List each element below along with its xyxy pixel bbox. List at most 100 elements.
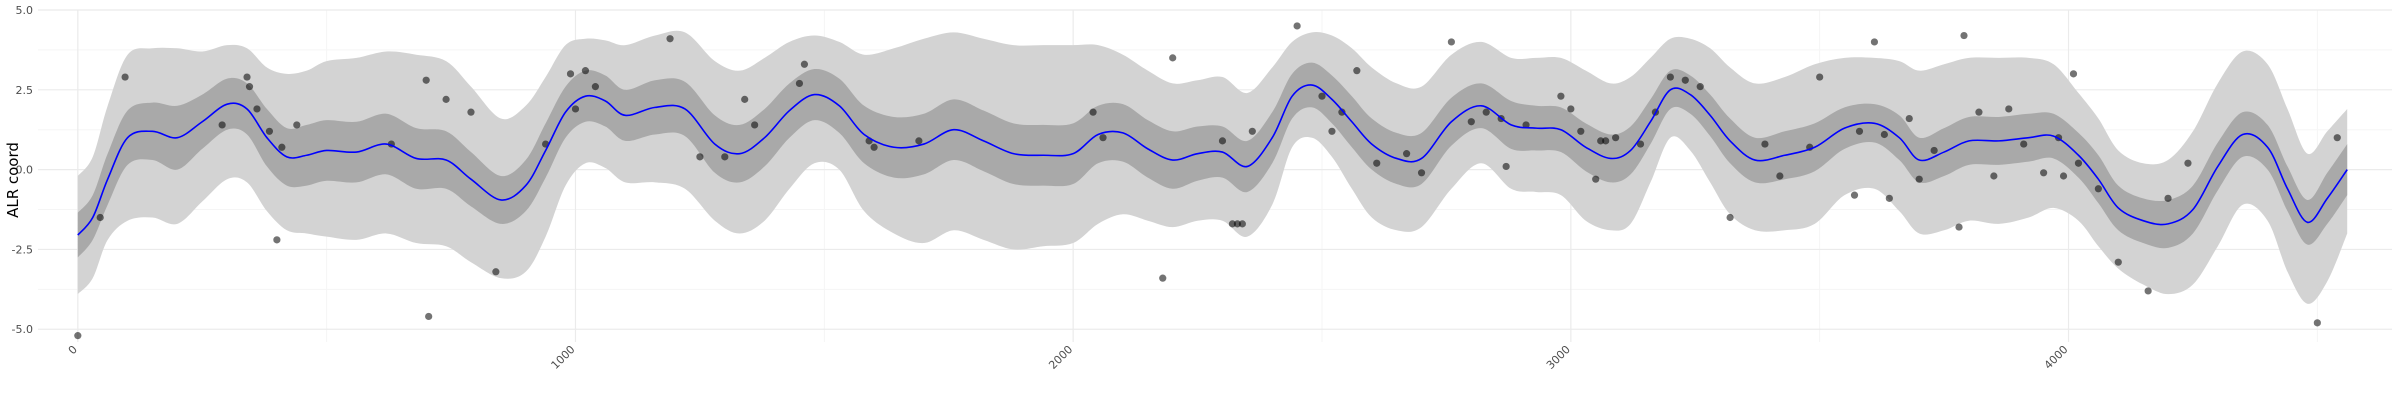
y-tick-label: 5.0 (16, 4, 34, 17)
observation-point (2114, 258, 2122, 266)
observation-point (2313, 319, 2321, 327)
y-tick-label: -5.0 (12, 323, 33, 336)
observation-point (1159, 274, 1167, 282)
observation-point (2333, 134, 2341, 142)
observation-point (1318, 92, 1326, 100)
observation-point (1816, 73, 1824, 81)
observation-point (1577, 127, 1585, 135)
observation-point (581, 67, 590, 75)
observation-point (751, 121, 759, 129)
observation-point (1696, 83, 1704, 91)
y-tick-label: 0.0 (16, 164, 34, 177)
observation-point (1905, 114, 1913, 123)
observation-point (425, 312, 433, 321)
observation-point (2184, 159, 2192, 167)
observation-point (1567, 105, 1575, 113)
observation-point (243, 73, 251, 81)
observation-point (795, 79, 804, 88)
observation-point (915, 137, 923, 145)
observation-point (96, 213, 104, 222)
observation-point (1228, 220, 1237, 228)
observation-point (2069, 70, 2078, 78)
observation-point (265, 127, 274, 135)
observation-point (1373, 159, 1381, 167)
observation-point (1726, 213, 1734, 222)
y-tick-label: 2.5 (16, 84, 34, 97)
observation-point (1776, 172, 1784, 180)
observation-point (2144, 287, 2152, 295)
observation-point (2040, 169, 2048, 177)
observation-point (1353, 67, 1361, 75)
observation-point (273, 236, 281, 244)
observation-point (571, 105, 580, 113)
observation-point (1099, 134, 1107, 142)
observation-point (2094, 185, 2102, 193)
observation-point (1338, 108, 1346, 116)
observation-point (800, 60, 809, 68)
observation-point (1612, 134, 1620, 142)
observation-point (1447, 38, 1455, 46)
y-tick-label: -2.5 (12, 243, 33, 256)
observation-point (696, 153, 704, 161)
observation-point (1522, 121, 1530, 129)
observation-point (1681, 76, 1689, 84)
observation-point (1761, 140, 1769, 148)
mean-curve (77, 84, 2348, 236)
observation-point (1880, 130, 1888, 139)
observation-point (293, 121, 301, 129)
observation-point (566, 70, 575, 78)
observation-point (218, 121, 226, 129)
observation-point (1930, 146, 1938, 155)
observation-point (1850, 191, 1859, 199)
inner-confidence-band (77, 62, 2348, 258)
observation-point (442, 95, 450, 103)
observation-point (1885, 194, 1893, 202)
observation-point (721, 153, 729, 161)
observation-point (1417, 169, 1426, 177)
observation-point (245, 83, 254, 91)
observation-point (1975, 108, 1983, 116)
observation-point (1602, 137, 1610, 145)
y-axis-title: ALR coord (4, 142, 22, 218)
observation-point (2074, 159, 2083, 167)
observation-point (1960, 31, 1968, 40)
observation-point (467, 108, 475, 116)
observation-point (1089, 108, 1097, 116)
observation-point (1218, 137, 1227, 145)
observation-point (591, 83, 599, 91)
observation-point (1233, 220, 1241, 228)
observation-point (1955, 223, 1963, 231)
observation-point (1467, 118, 1475, 126)
observation-point (121, 73, 129, 81)
observation-point (492, 268, 500, 276)
observation-point (1293, 22, 1301, 30)
y-axis-ticks: -5.0 -2.5 0.0 2.5 5.0 (12, 4, 33, 336)
observation-point (666, 35, 674, 43)
observation-point (1482, 108, 1490, 116)
observation-point (1990, 172, 1998, 180)
observation-point (422, 76, 430, 84)
observation-point (1328, 127, 1336, 135)
observation-point (1592, 175, 1600, 183)
observation-point (1870, 38, 1879, 46)
observation-point (870, 143, 878, 151)
observation-point (1248, 127, 1256, 135)
observation-point (253, 105, 261, 113)
observation-point (1403, 150, 1411, 158)
observation-point (1666, 73, 1674, 81)
observation-point (741, 95, 749, 103)
observation-point (1557, 92, 1565, 100)
observation-point (1636, 140, 1645, 148)
observation-point (74, 332, 82, 340)
observation-point (2020, 140, 2028, 148)
observation-point (1915, 175, 1923, 183)
observation-point (2059, 172, 2068, 180)
observation-point (2005, 105, 2013, 113)
observation-points (74, 22, 2341, 340)
observation-point (1597, 137, 1605, 145)
observation-point (1238, 220, 1246, 228)
observation-point (2164, 194, 2172, 202)
observation-point (1855, 127, 1864, 135)
